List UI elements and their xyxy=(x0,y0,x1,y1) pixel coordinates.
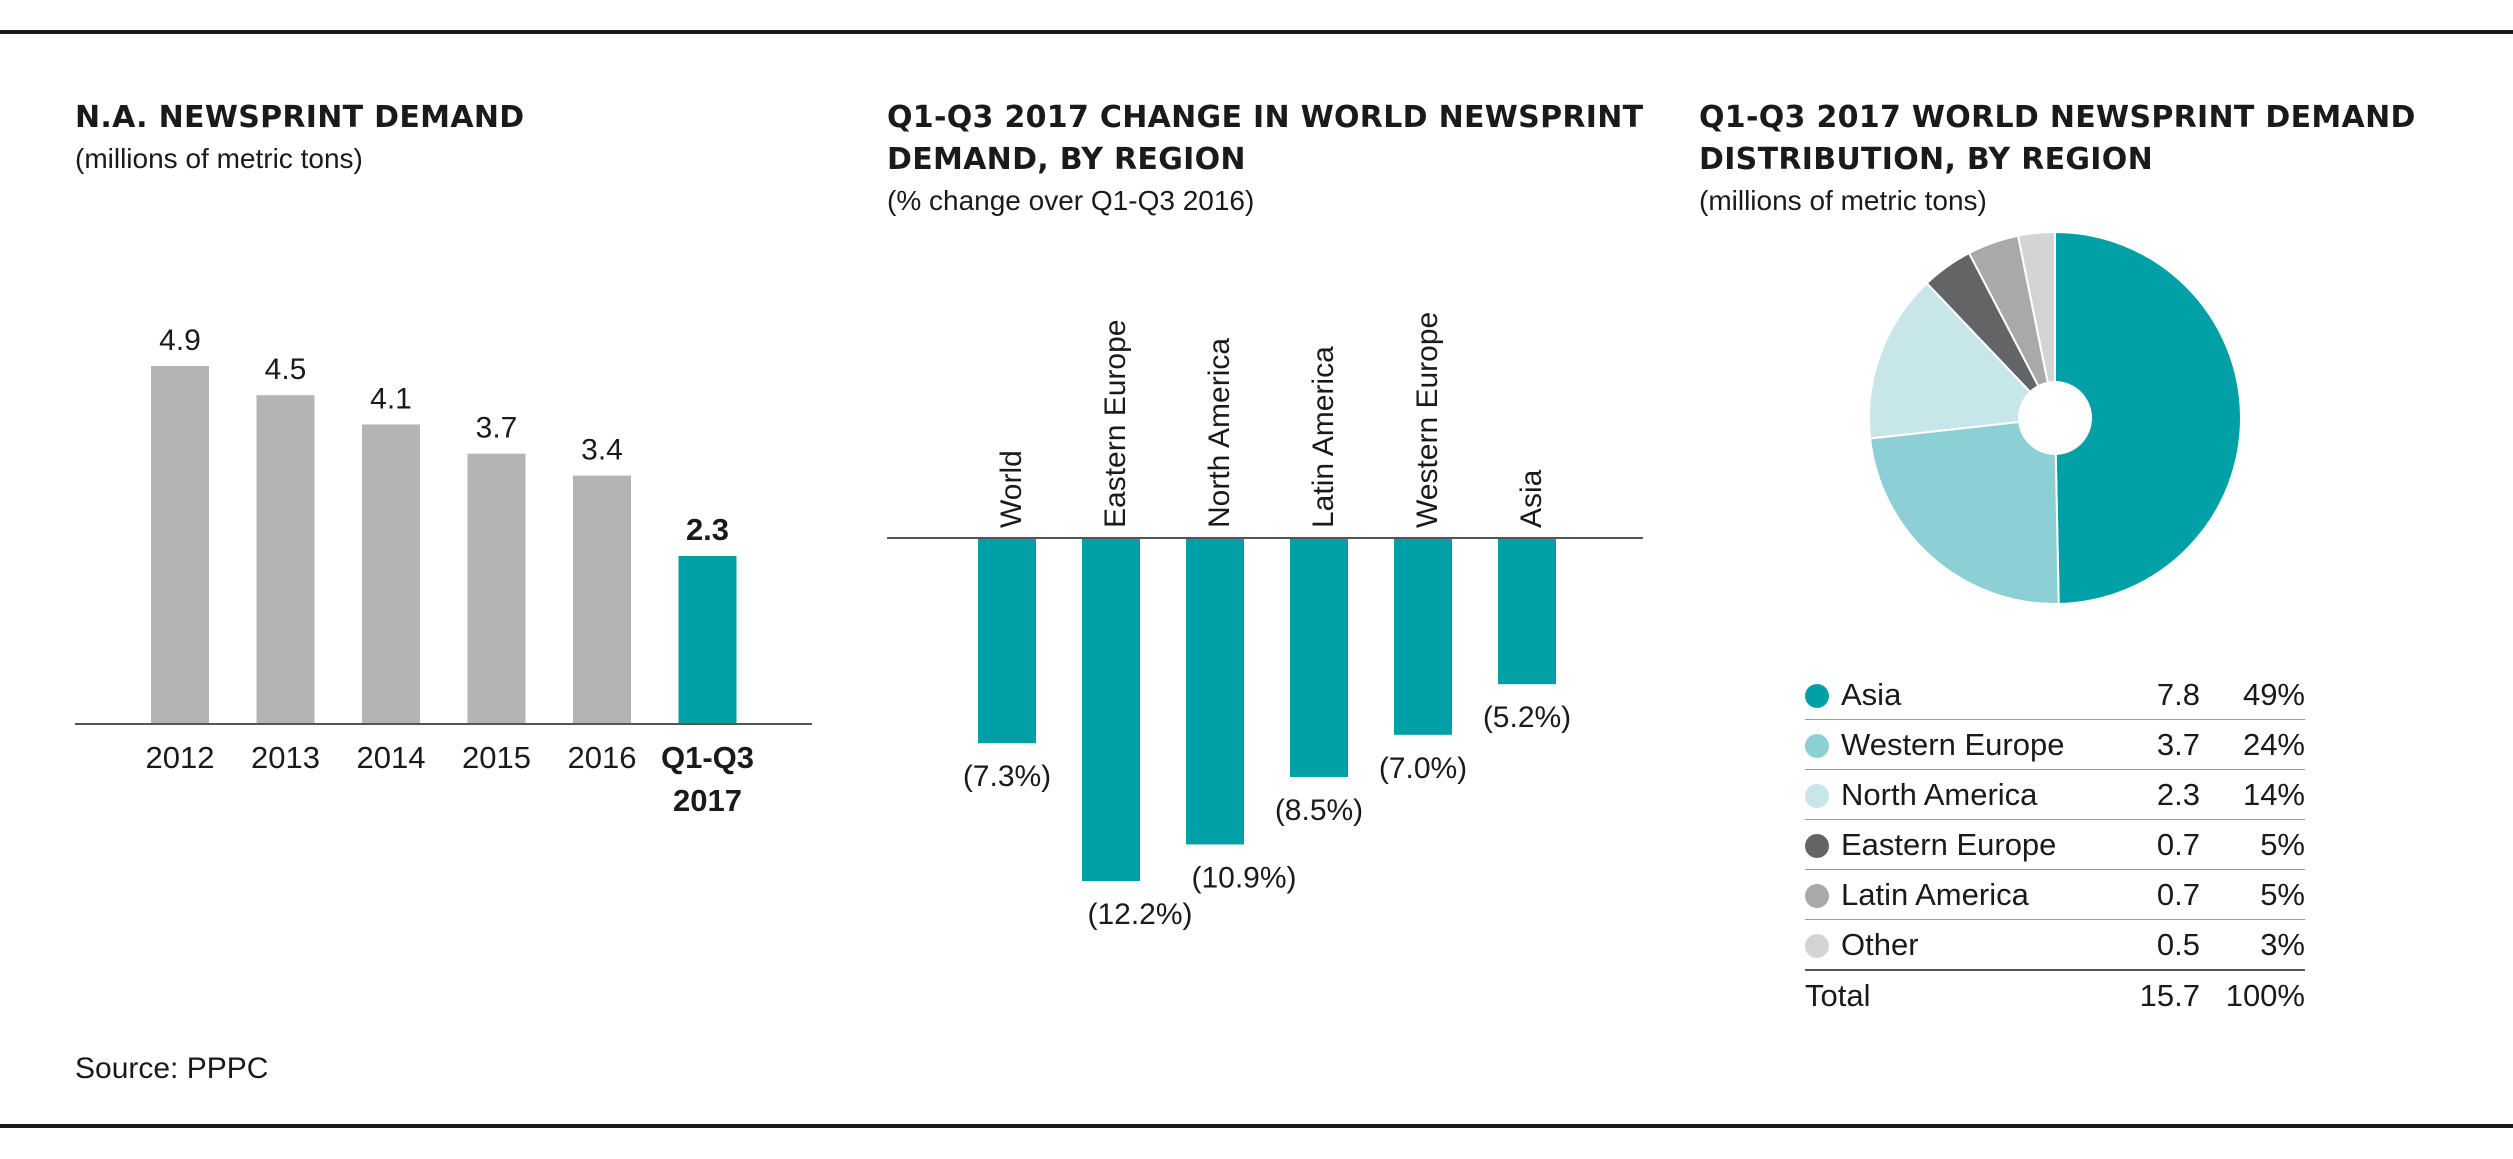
legend-region-cell: Western Europe xyxy=(1805,719,2095,770)
change-bar xyxy=(1498,538,1556,685)
change-bar xyxy=(1186,538,1244,845)
legend-value: 0.5 xyxy=(2095,919,2200,971)
legend-swatch xyxy=(1805,783,1829,808)
source-note: Source: PPPC xyxy=(75,1052,269,1085)
legend-region-cell: Asia xyxy=(1805,670,2095,720)
legend-swatch xyxy=(1805,733,1829,758)
legend-swatch xyxy=(1805,883,1829,908)
legend-percent: 14% xyxy=(2200,769,2305,820)
demand-category-label: 2014 xyxy=(357,740,426,775)
demand-bar xyxy=(573,475,631,724)
demand-data-label: 4.5 xyxy=(265,353,307,386)
pie-slice xyxy=(2054,230,2243,605)
demand-category-label: 2015 xyxy=(462,740,531,775)
demand-data-label: 2.3 xyxy=(686,512,729,547)
legend-percent: 3% xyxy=(2200,919,2305,971)
bar-chart-title: N.A. NEWSPRINT DEMAND xyxy=(75,100,525,135)
legend-value: 3.7 xyxy=(2095,719,2200,770)
change-bar xyxy=(1290,538,1348,777)
legend-swatch xyxy=(1805,683,1829,708)
legend-percent: 5% xyxy=(2200,819,2305,870)
legend-region-cell: Latin America xyxy=(1805,869,2095,920)
legend-value: 0.7 xyxy=(2095,819,2200,870)
legend-row: North America 2.3 14% xyxy=(1805,769,2305,820)
pie-chart-title: Q1-Q3 2017 WORLD NEWSPRINT DEMAND DISTRI… xyxy=(1699,100,2416,177)
demand-data-label: 3.7 xyxy=(476,412,518,445)
change-category-label: Eastern Europe xyxy=(1099,320,1132,528)
change-data-label: (10.9%) xyxy=(1191,861,1296,894)
demand-category-label: Q1-Q3 xyxy=(661,740,754,775)
demand-bar xyxy=(151,366,209,724)
change-category-label: Asia xyxy=(1515,469,1548,528)
demand-bar xyxy=(362,424,420,724)
change-data-label: (7.3%) xyxy=(963,760,1051,793)
change-data-label: (7.0%) xyxy=(1379,752,1467,785)
legend-value: 0.7 xyxy=(2095,869,2200,920)
legend-region-cell: North America xyxy=(1805,769,2095,820)
demand-bar xyxy=(467,453,526,724)
legend-total-value: 15.7 xyxy=(2139,977,2200,1013)
pie-chart-subtitle: (millions of metric tons) xyxy=(1699,185,1987,216)
legend-row: Latin America 0.7 5% xyxy=(1805,869,2305,920)
pie-legend-table: Asia 7.8 49% Western Europe 3.7 24% North Amer… xyxy=(1805,670,2305,1020)
change-category-label: Latin America xyxy=(1307,346,1340,528)
legend-row: Asia 7.8 49% xyxy=(1805,670,2305,720)
demand-category-label: 2013 xyxy=(251,740,320,775)
legend-region-label: Western Europe xyxy=(1841,726,2065,762)
legend-region-cell: Eastern Europe xyxy=(1805,819,2095,870)
bar-chart-subtitle: (millions of metric tons) xyxy=(75,143,363,174)
legend-value: 7.8 xyxy=(2095,670,2200,720)
legend-total-label: Total xyxy=(1805,977,1871,1013)
legend-total-percent: 100% xyxy=(2225,977,2305,1013)
legend-percent: 24% xyxy=(2200,719,2305,770)
demand-data-label: 4.1 xyxy=(370,382,412,415)
change-bar xyxy=(978,538,1036,744)
legend-region-label: Asia xyxy=(1841,676,1902,712)
legend-row: Western Europe 3.7 24% xyxy=(1805,719,2305,770)
change-chart-subtitle: (% change over Q1-Q3 2016) xyxy=(887,185,1255,216)
change-category-label: North America xyxy=(1203,338,1236,528)
pie-slice xyxy=(1869,416,2060,605)
change-data-label: (5.2%) xyxy=(1483,701,1571,734)
demand-category-label: 2012 xyxy=(146,740,215,775)
legend-region-label: Latin America xyxy=(1841,876,2029,912)
change-chart-title: Q1-Q3 2017 CHANGE IN WORLD NEWSPRINT DEM… xyxy=(887,100,1644,177)
legend-percent: 49% xyxy=(2200,670,2305,720)
legend-region-label: Other xyxy=(1841,926,1919,962)
demand-category-label: 2017 xyxy=(673,783,742,818)
demand-category-label: 2016 xyxy=(568,740,637,775)
legend-swatch xyxy=(1805,833,1829,858)
pie-center-hole xyxy=(2018,381,2092,455)
legend-region-label: North America xyxy=(1841,776,2038,812)
demand-data-label: 3.4 xyxy=(581,434,623,467)
legend-row: Eastern Europe 0.7 5% xyxy=(1805,819,2305,870)
demand-bar xyxy=(256,395,315,724)
legend-region-label: Eastern Europe xyxy=(1841,826,2057,862)
demand-data-label: 4.9 xyxy=(159,324,201,357)
change-data-label: (12.2%) xyxy=(1087,898,1192,931)
legend-row: Other 0.5 3% xyxy=(1805,919,2305,971)
pie-slice xyxy=(1868,281,2058,440)
top-rule xyxy=(0,30,2513,34)
change-category-label: Western Europe xyxy=(1411,312,1444,528)
change-bar xyxy=(1082,538,1140,881)
bottom-rule xyxy=(0,1124,2513,1128)
change-bar xyxy=(1394,538,1452,735)
legend-total-row: Total 15.7 100% xyxy=(1805,970,2305,1020)
pie-slice xyxy=(2016,230,2056,419)
legend-percent: 5% xyxy=(2200,869,2305,920)
change-category-label: World xyxy=(995,450,1028,528)
legend-value: 2.3 xyxy=(2095,769,2200,820)
change-data-label: (8.5%) xyxy=(1275,794,1363,827)
legend-region-cell: Other xyxy=(1805,919,2095,971)
legend-swatch xyxy=(1805,933,1829,958)
demand-bar xyxy=(678,555,737,724)
